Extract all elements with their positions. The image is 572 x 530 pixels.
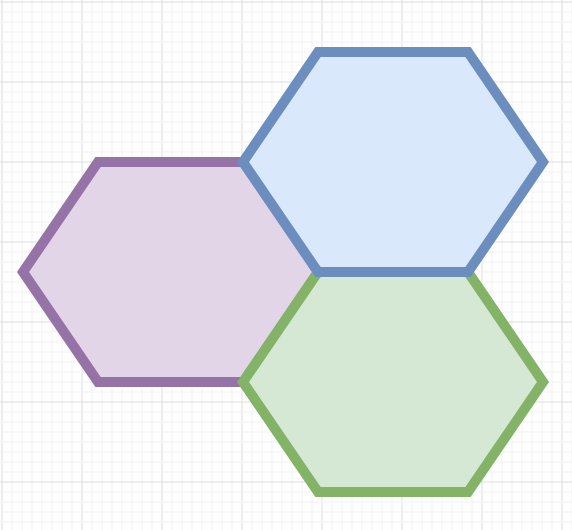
hexagon-blue[interactable] — [236, 47, 550, 277]
